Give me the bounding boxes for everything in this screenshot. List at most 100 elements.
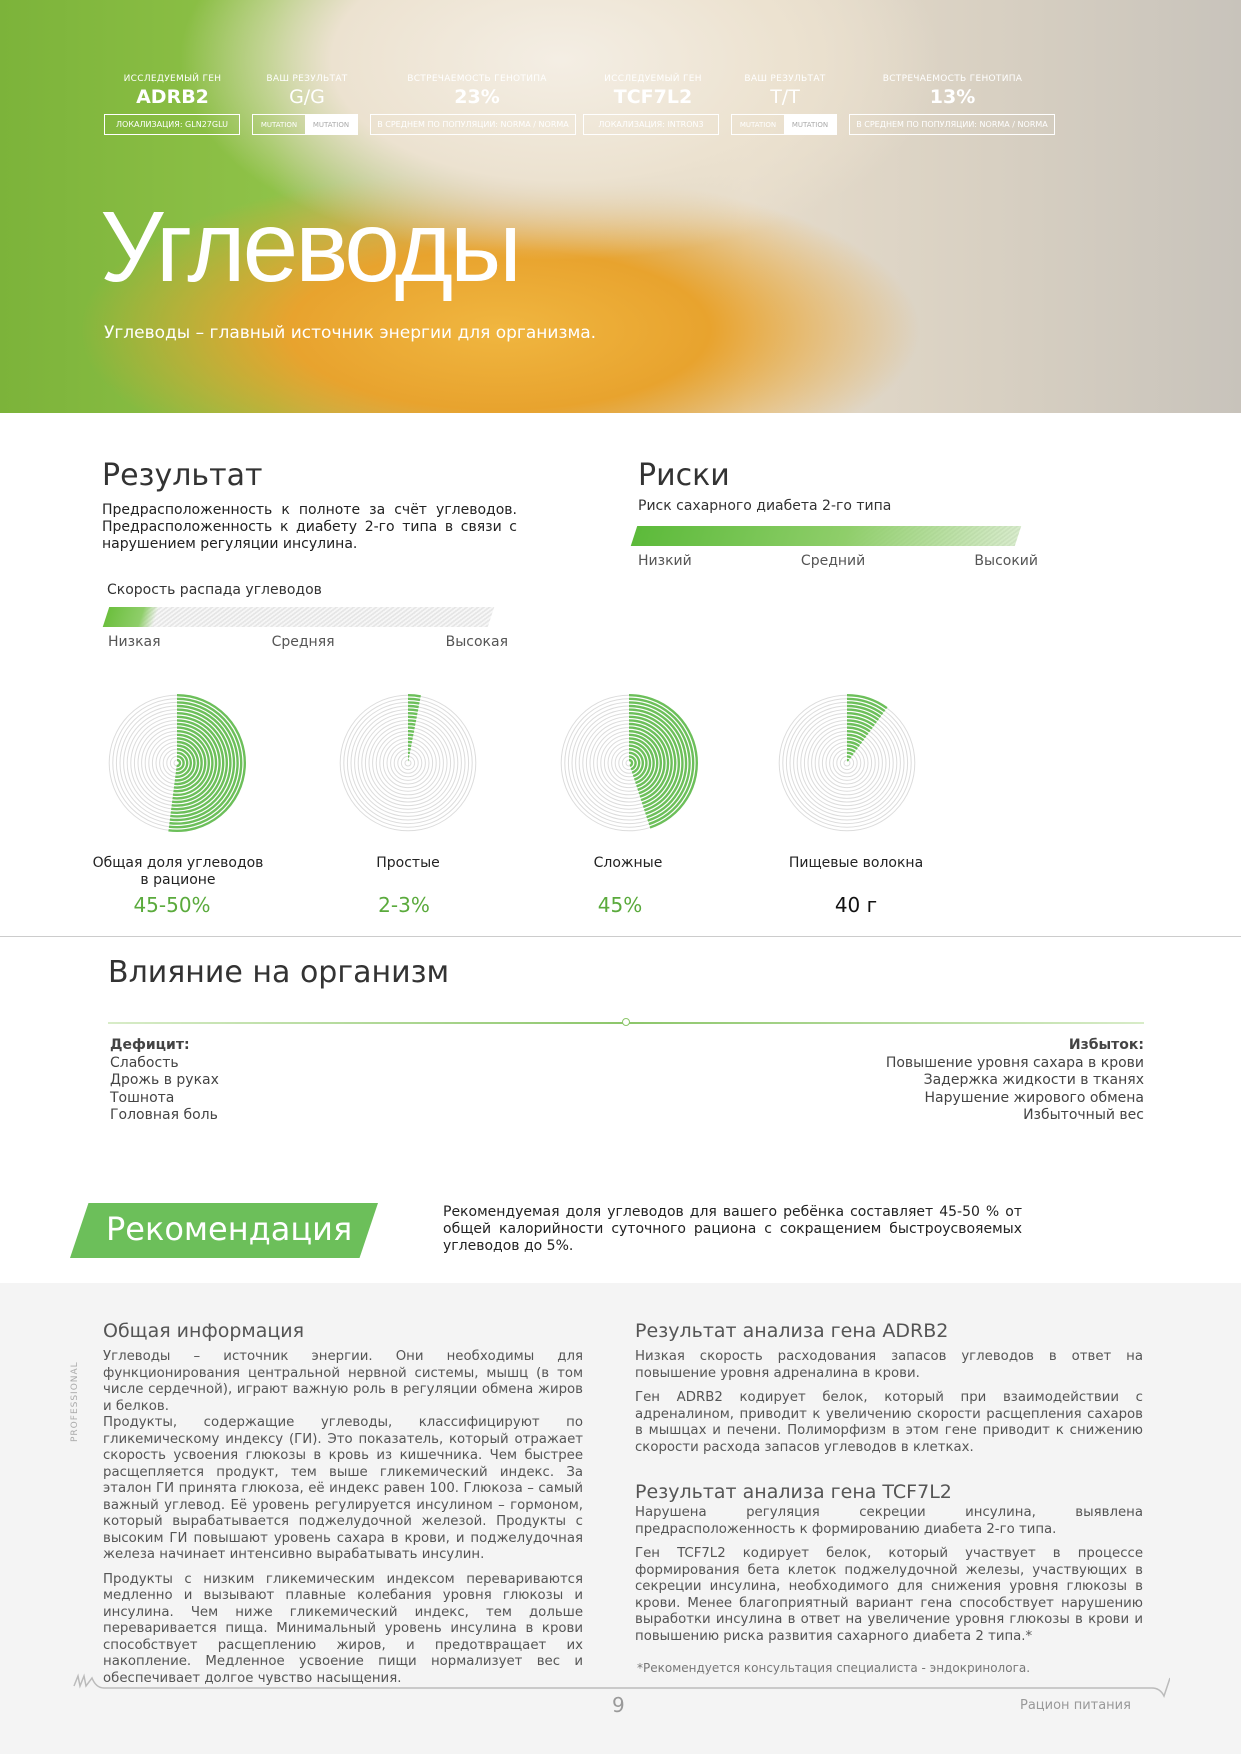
- pie-slice-arc: [407, 708, 419, 712]
- pie-ring: [354, 709, 462, 817]
- pie-ring: [364, 719, 452, 807]
- pie-slice-arc: [846, 740, 861, 748]
- pie-slice-arc: [175, 748, 192, 778]
- pie-slice-arc: [628, 722, 670, 802]
- divider: [0, 936, 1241, 937]
- pie-ring: [782, 698, 912, 828]
- pie-slice-arc: [628, 737, 655, 788]
- mutation-box: MUTATION MUTATION: [731, 114, 837, 135]
- list-item: Слабость: [110, 1054, 179, 1071]
- pie-slice-arc: [407, 726, 415, 730]
- pie-slice-arc: [846, 719, 873, 730]
- risk-scale: Низкий Средний Высокий: [638, 553, 1038, 569]
- pie-slice-arc: [407, 697, 421, 702]
- pie-slice-arc: [846, 712, 877, 724]
- pie-ring: [375, 730, 441, 796]
- pie-slice-arc: [628, 701, 691, 822]
- freq-value: 23%: [454, 86, 500, 108]
- paragraph: Продукты с низким гликемическим индексом…: [103, 1571, 583, 1686]
- frequency: ВСТРЕЧАЕМОСТЬ ГЕНОТИПА 23%: [372, 74, 582, 108]
- pie-slice-arc: [846, 758, 850, 762]
- pie-slice-arc: [172, 730, 210, 796]
- footnote: *Рекомендуется консультация специалиста …: [637, 1661, 1031, 1675]
- pie-slice-arc: [407, 712, 418, 716]
- tcf7l2-heading: Результат анализа гена TCF7L2: [635, 1481, 952, 1503]
- adrb2-info: Результат анализа гена ADRB2 Низкая скор…: [635, 1320, 1143, 1456]
- label: ВАШ РЕЗУЛЬТАТ: [744, 74, 826, 84]
- pie-label: Пищевые волокна: [788, 855, 924, 871]
- pie-slice-arc: [846, 694, 888, 710]
- pie-ring: [814, 730, 880, 796]
- pie-slice-arc: [174, 744, 196, 782]
- genotype: T/T: [770, 86, 800, 108]
- pie-slice-arc: [171, 719, 221, 807]
- pie-slice-arc: [846, 722, 871, 733]
- result-text: Предрасположенность к полноте за счёт уг…: [102, 502, 517, 552]
- pie-slice-arc: [846, 748, 856, 753]
- pie-slice-arc: [846, 715, 875, 727]
- list-item: Повышение уровня сахара в крови: [885, 1054, 1144, 1071]
- pie-slice-arc: [407, 730, 415, 733]
- excess-list: Избыток: Повышение уровня сахара в крови…: [886, 1037, 1144, 1125]
- result-heading: Результат: [102, 458, 263, 493]
- pie-ring: [829, 745, 865, 781]
- result: ВАШ РЕЗУЛЬТАТ T/T: [730, 74, 840, 108]
- hero-banner: ИССЛЕДУЕМЫЙ ГЕН ADRB2 ВАШ РЕЗУЛЬТАТ G/G ВС…: [0, 0, 1241, 413]
- label: ВСТРЕЧАЕМОСТЬ ГЕНОТИПА: [882, 74, 1023, 84]
- pie-slice-arc: [628, 726, 666, 798]
- pie-slice-arc: [407, 719, 417, 723]
- pie-chart: [778, 694, 916, 832]
- scale-mid: Средняя: [271, 634, 335, 650]
- pie-slice-arc: [628, 694, 698, 829]
- page-number: 9: [612, 1693, 625, 1717]
- excess-title: Избыток:: [1068, 1037, 1144, 1053]
- pie-value: 45-50%: [133, 893, 211, 917]
- pie-slice-arc: [846, 708, 880, 721]
- list-item: Тошнота: [110, 1089, 175, 1106]
- impact-heading: Влияние на организм: [108, 955, 450, 990]
- pie-slice-arc: [628, 733, 659, 791]
- pie-slice-arc: [171, 722, 218, 804]
- pie-ring: [339, 694, 477, 832]
- side-label: PROFESSIONAL: [70, 1361, 80, 1442]
- population-box: В СРЕДНЕМ ПО ПОПУЛЯЦИИ: NORMA / NORMA: [849, 114, 1055, 135]
- scale-low: Низкий: [638, 553, 692, 569]
- risk-bar-fill: [630, 526, 1022, 546]
- pie-ring: [839, 755, 855, 771]
- speed-scale: Низкая Средняя Высокая: [108, 634, 508, 650]
- pie-slice-arc: [168, 697, 243, 829]
- recommendation-heading: Рекомендация: [106, 1210, 353, 1248]
- label: ИССЛЕДУЕМЫЙ ГЕН: [604, 74, 702, 84]
- pie-slice-arc: [628, 744, 648, 781]
- list-item: Задержка жидкости в тканях: [923, 1072, 1144, 1088]
- page-subtitle: Углеводы – главный источник энергии для …: [104, 323, 597, 343]
- pie-slice-arc: [407, 722, 416, 726]
- adrb2-heading: Результат анализа гена ADRB2: [635, 1320, 949, 1342]
- mutation-left: MUTATION: [260, 120, 298, 129]
- pie-chart: [560, 694, 698, 832]
- pie-slice-arc: [175, 751, 189, 775]
- pie-slice-arc: [176, 755, 185, 771]
- population-box: В СРЕДНЕМ ПО ПОПУЛЯЦИИ: NORMA / NORMA: [370, 114, 576, 135]
- pie-slice-arc: [174, 740, 200, 786]
- pie-slice-arc: [170, 708, 232, 818]
- paragraph: Ген TCF7L2 кодирует белок, который участ…: [635, 1546, 1143, 1644]
- pie-label: Сложные: [593, 855, 663, 871]
- paragraph: Продукты, содержащие углеводы, классифиц…: [103, 1415, 583, 1562]
- tcf7l2-info: Результат анализа гена TCF7L2 Нарушена р…: [635, 1481, 1143, 1645]
- pie-slice-arc: [846, 751, 854, 756]
- pie-slice-arc: [628, 704, 688, 819]
- gene-label: ИССЛЕДУЕМЫЙ ГЕН ADRB2: [110, 74, 235, 108]
- scale-high: Высокая: [445, 634, 508, 650]
- pie-ring: [390, 745, 426, 781]
- info-section: [0, 1283, 1241, 1754]
- scale-mid: Средний: [800, 553, 866, 569]
- pie-slice-arc: [846, 701, 884, 715]
- gene-name: TCF7L2: [613, 86, 693, 108]
- pie-slice-arc: [407, 701, 420, 705]
- speed-bar: [102, 607, 495, 627]
- footer-line-icon: [73, 1673, 1170, 1698]
- general-heading: Общая информация: [103, 1320, 305, 1342]
- pie-slice-arc: [407, 694, 421, 698]
- footer-section: Рацион питания: [1020, 1698, 1131, 1713]
